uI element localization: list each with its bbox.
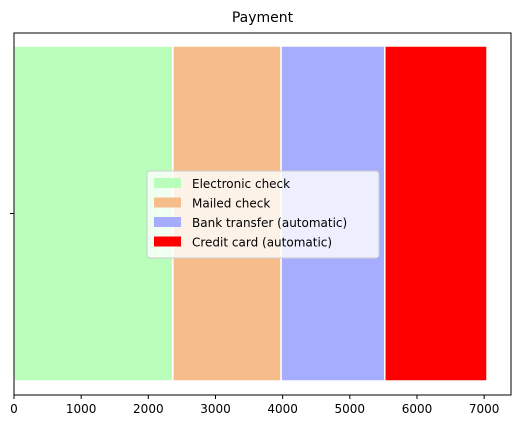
legend-label: Bank transfer (automatic) [192,216,347,230]
x-tick-label: 0 [10,402,18,416]
x-tick-label: 3000 [200,402,231,416]
legend-label: Electronic check [192,177,290,191]
legend-swatch [154,178,181,188]
legend-box [146,170,380,259]
x-tick-label: 6000 [402,402,433,416]
x-tick-label: 7000 [469,402,500,416]
bar-segment-4 [384,45,488,382]
bar-segment-1 [13,45,174,382]
legend-swatch [154,197,181,208]
legend-label: Mailed check [192,197,270,211]
chart-title: Payment [232,10,294,26]
legend-swatch [154,236,181,247]
legend-label: Credit card (automatic) [192,236,332,250]
legend-swatch [154,217,181,227]
x-tick-label: 2000 [133,402,164,416]
legend: Electronic check Mailed check Bank transfe… [146,170,380,259]
x-tick-label: 4000 [267,402,298,416]
x-tick-label: 5000 [335,402,366,416]
x-tick-label: 1000 [66,402,97,416]
x-axis: 0 1000 2000 3000 4000 5000 6000 7000 [10,395,499,416]
